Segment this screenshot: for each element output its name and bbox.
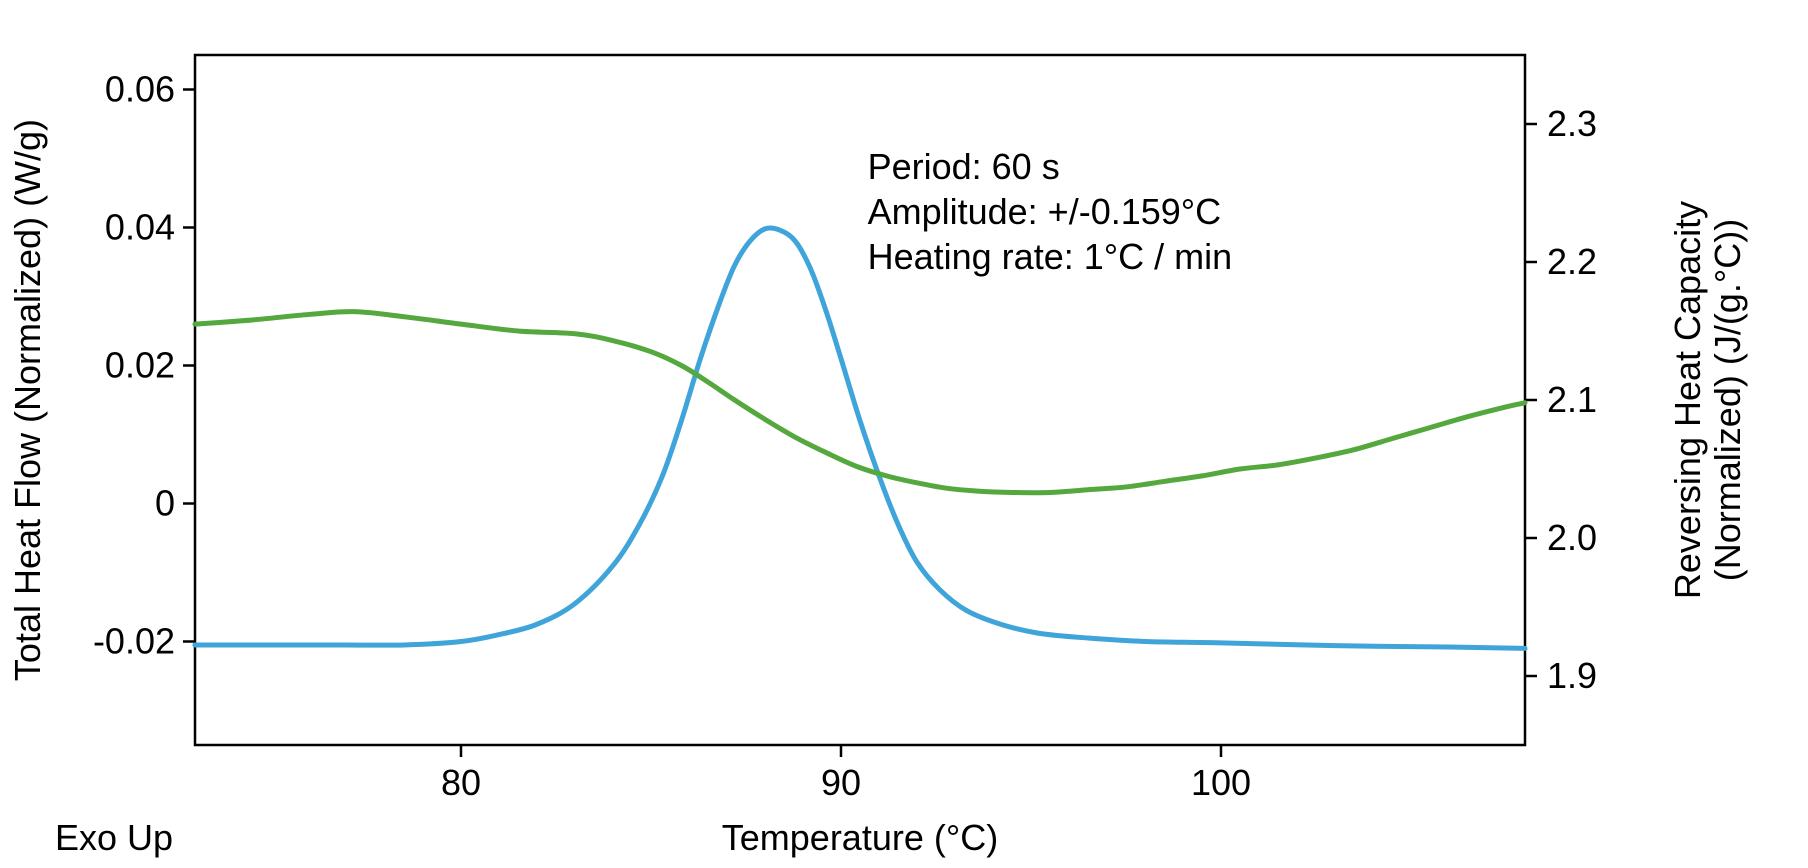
annotation-line: Period: 60 s — [868, 146, 1060, 187]
y-right-tick-label: 2.1 — [1547, 379, 1597, 420]
y-left-tick-label: 0.02 — [105, 345, 175, 386]
x-tick-label: 80 — [441, 762, 481, 803]
x-tick-label: 100 — [1191, 762, 1251, 803]
series-reversing-heat-capacity — [195, 312, 1525, 493]
annotation-line: Amplitude: +/-0.159°C — [868, 191, 1222, 232]
y-right-tick-label: 2.2 — [1547, 241, 1597, 282]
y-left-tick-label: 0.04 — [105, 207, 175, 248]
dsc-chart: 80 90 100 Temperature (°C) -0.02 0 0.02 0.04 0.0… — [0, 0, 1808, 868]
exo-up-label: Exo Up — [55, 817, 173, 858]
y-right-tick-label: 2.3 — [1547, 103, 1597, 144]
x-tick-label: 90 — [821, 762, 861, 803]
y-left-axis-label: Total Heat Flow (Normalized) (W/g) — [7, 119, 48, 681]
series-total-heat-flow — [195, 228, 1525, 648]
y-left-tick-label: 0.06 — [105, 69, 175, 110]
y-right-axis-label: Reversing Heat Capacity(Normalized) (J/(… — [1667, 201, 1748, 599]
y-right-tick-label: 1.9 — [1547, 655, 1597, 696]
svg-text:Reversing Heat Capacity(Normal: Reversing Heat Capacity(Normalized) (J/(… — [1667, 201, 1748, 599]
x-axis-label: Temperature (°C) — [722, 817, 998, 858]
y-right-tick-label: 2.0 — [1547, 517, 1597, 558]
y-left-tick-label: 0 — [155, 483, 175, 524]
annotation-line: Heating rate: 1°C / min — [868, 236, 1233, 277]
y-left-tick-label: -0.02 — [93, 621, 175, 662]
plot-border — [195, 55, 1525, 745]
